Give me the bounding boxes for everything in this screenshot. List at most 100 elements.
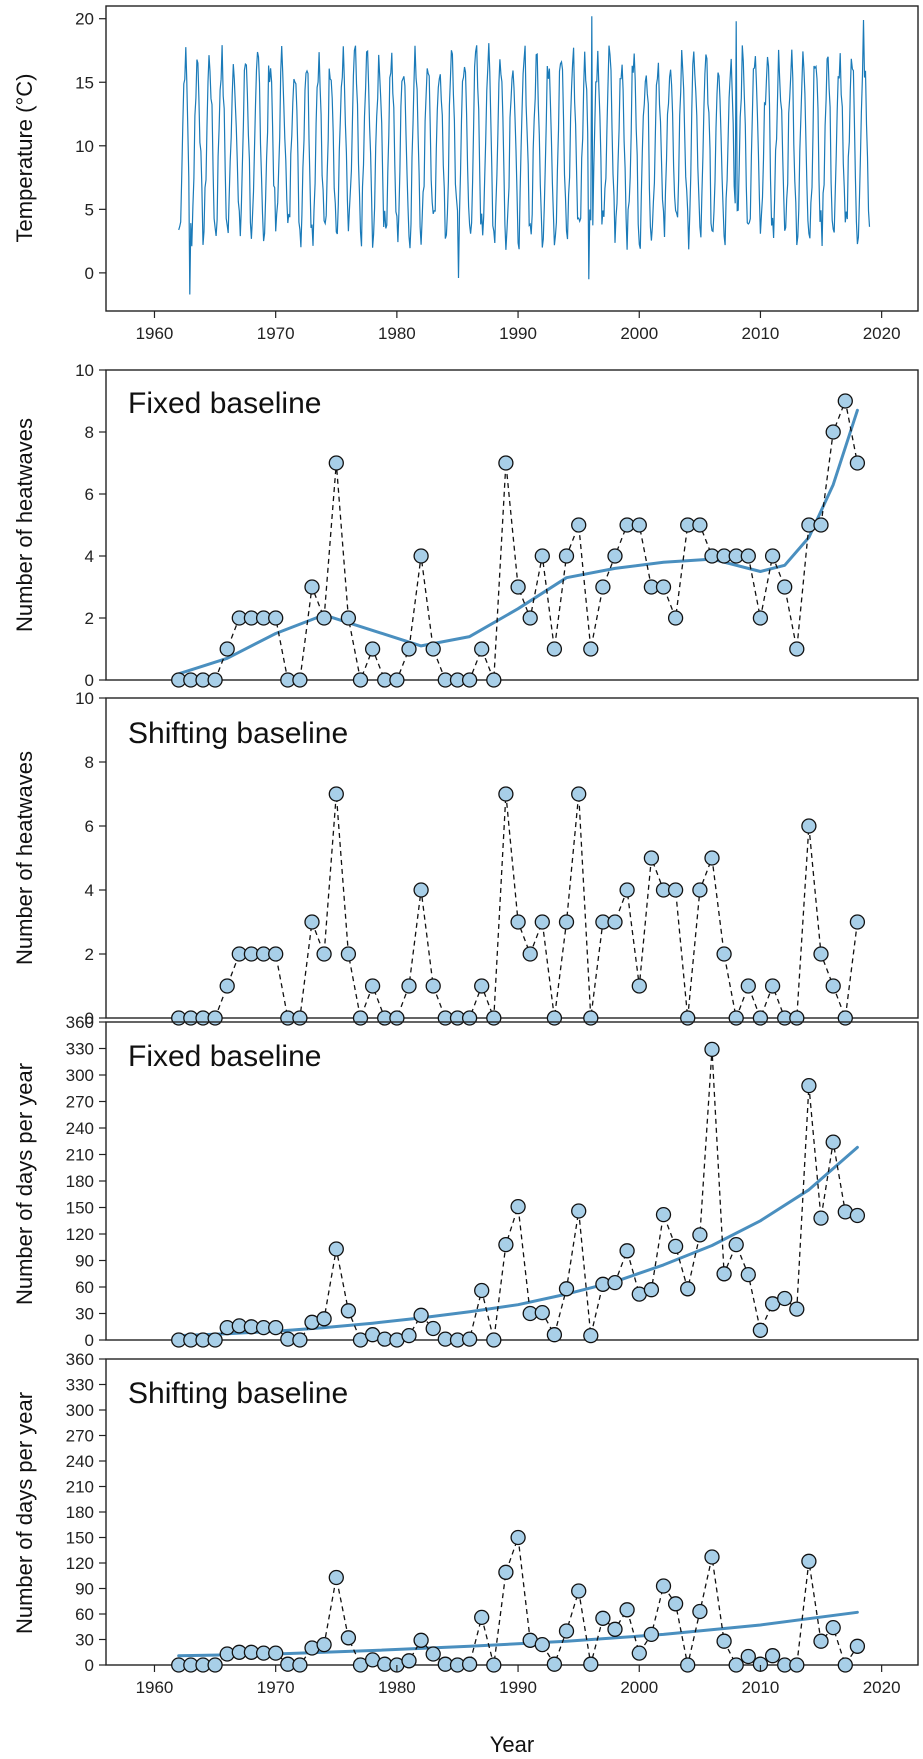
data-point: [486, 1657, 502, 1673]
data-point: [619, 1602, 635, 1618]
data-point: [789, 641, 805, 657]
series-connector-line: [178, 1537, 858, 1667]
x-axis: 1960 1970 1980 1990 2000 2010 2020: [136, 311, 901, 343]
temperature-series-line: [178, 16, 871, 295]
data-point: [413, 548, 429, 564]
data-point: [352, 672, 369, 688]
data-point: [304, 914, 320, 930]
data-point: [813, 946, 829, 962]
y-tick-label: 0: [85, 671, 94, 690]
x-tick-label: 1990: [499, 324, 537, 343]
data-point: [486, 1332, 502, 1348]
data-point: [413, 882, 429, 898]
data-point: [680, 1657, 696, 1673]
data-point: [849, 1207, 866, 1224]
plot-area: [178, 16, 871, 295]
data-point: [534, 548, 550, 564]
data-point: [704, 1549, 720, 1565]
data-point: [558, 548, 575, 564]
data-point: [777, 579, 793, 595]
data-point: [813, 517, 829, 533]
data-point: [571, 786, 587, 802]
data-point: [571, 1583, 587, 1599]
panel-title: Shifting baseline: [128, 717, 348, 750]
data-point: [498, 455, 514, 471]
data-point: [558, 914, 575, 930]
trend-line: [177, 1145, 859, 1338]
y-tick-label: 270: [66, 1093, 94, 1112]
y-tick-label: 0: [85, 1009, 94, 1028]
y-tick-label: 300: [66, 1401, 94, 1420]
data-point: [740, 1648, 756, 1665]
plot-area: [171, 1041, 866, 1348]
data-point: [740, 978, 756, 994]
data-point: [268, 1645, 284, 1661]
y-tick-label: 150: [66, 1199, 94, 1218]
data-point: [607, 914, 623, 930]
data-point: [607, 1621, 623, 1637]
data-point: [825, 1619, 841, 1636]
y-tick-label: 210: [66, 1146, 94, 1165]
x-tick-label: 2020: [863, 1678, 901, 1697]
y-tick-label: 30: [75, 1631, 94, 1650]
data-point: [461, 1010, 478, 1026]
plot-area: [171, 1529, 866, 1673]
data-point: [401, 1327, 417, 1344]
data-point: [631, 1645, 647, 1661]
data-point: [643, 1282, 660, 1298]
data-point: [268, 946, 284, 962]
data-point: [789, 1657, 805, 1673]
data-point: [316, 946, 332, 962]
data-point: [825, 978, 841, 994]
data-point: [486, 672, 502, 688]
y-tick-label: 5: [85, 200, 94, 219]
data-point: [692, 1603, 708, 1620]
data-point: [268, 610, 284, 626]
data-point: [777, 1290, 793, 1307]
data-point: [340, 1303, 357, 1319]
data-point: [510, 579, 526, 595]
data-point: [522, 610, 538, 626]
y-tick-label: 90: [75, 1580, 94, 1599]
data-point: [716, 946, 732, 962]
data-point: [619, 882, 635, 898]
data-point: [546, 1327, 563, 1343]
y-axis: 0 5 10 15 20: [75, 10, 106, 283]
data-point: [461, 1331, 478, 1347]
y-tick-label: 300: [66, 1066, 94, 1085]
data-point: [474, 978, 490, 994]
data-point: [425, 1320, 441, 1337]
data-point: [837, 1657, 853, 1673]
data-point: [364, 641, 381, 657]
data-point: [680, 1010, 696, 1026]
data-point: [631, 517, 647, 533]
plot-frame: [105, 369, 919, 681]
y-tick-label: 6: [85, 485, 94, 504]
y-axis-label: Number of heatwaves: [12, 751, 37, 965]
data-point: [304, 579, 320, 595]
data-point: [413, 1307, 429, 1323]
fixed-baseline-days-panel: 0 30 60 90 120 150 180 210 240 270 300 330 360 Fixed…: [12, 1013, 919, 1350]
data-point: [352, 1010, 369, 1026]
y-axis: 0 2 4 6 8 10: [75, 689, 106, 1028]
data-point: [643, 1626, 660, 1643]
data-point: [425, 641, 441, 657]
data-point: [704, 1041, 720, 1058]
data-point: [740, 548, 756, 564]
data-point: [764, 548, 781, 564]
data-point: [474, 1609, 490, 1626]
data-point: [667, 1238, 684, 1255]
y-axis: 0 2 4 6 8 10: [75, 361, 106, 690]
data-point: [692, 882, 708, 898]
data-point: [667, 1596, 684, 1612]
data-point: [546, 1656, 563, 1672]
data-point: [316, 1311, 332, 1327]
data-point: [316, 1636, 332, 1653]
x-tick-label: 1960: [136, 1678, 174, 1697]
data-point: [667, 610, 684, 626]
data-point: [583, 641, 599, 657]
y-tick-label: 330: [66, 1376, 94, 1395]
x-axis-label: Year: [490, 1732, 534, 1757]
trend-line: [177, 1610, 859, 1658]
